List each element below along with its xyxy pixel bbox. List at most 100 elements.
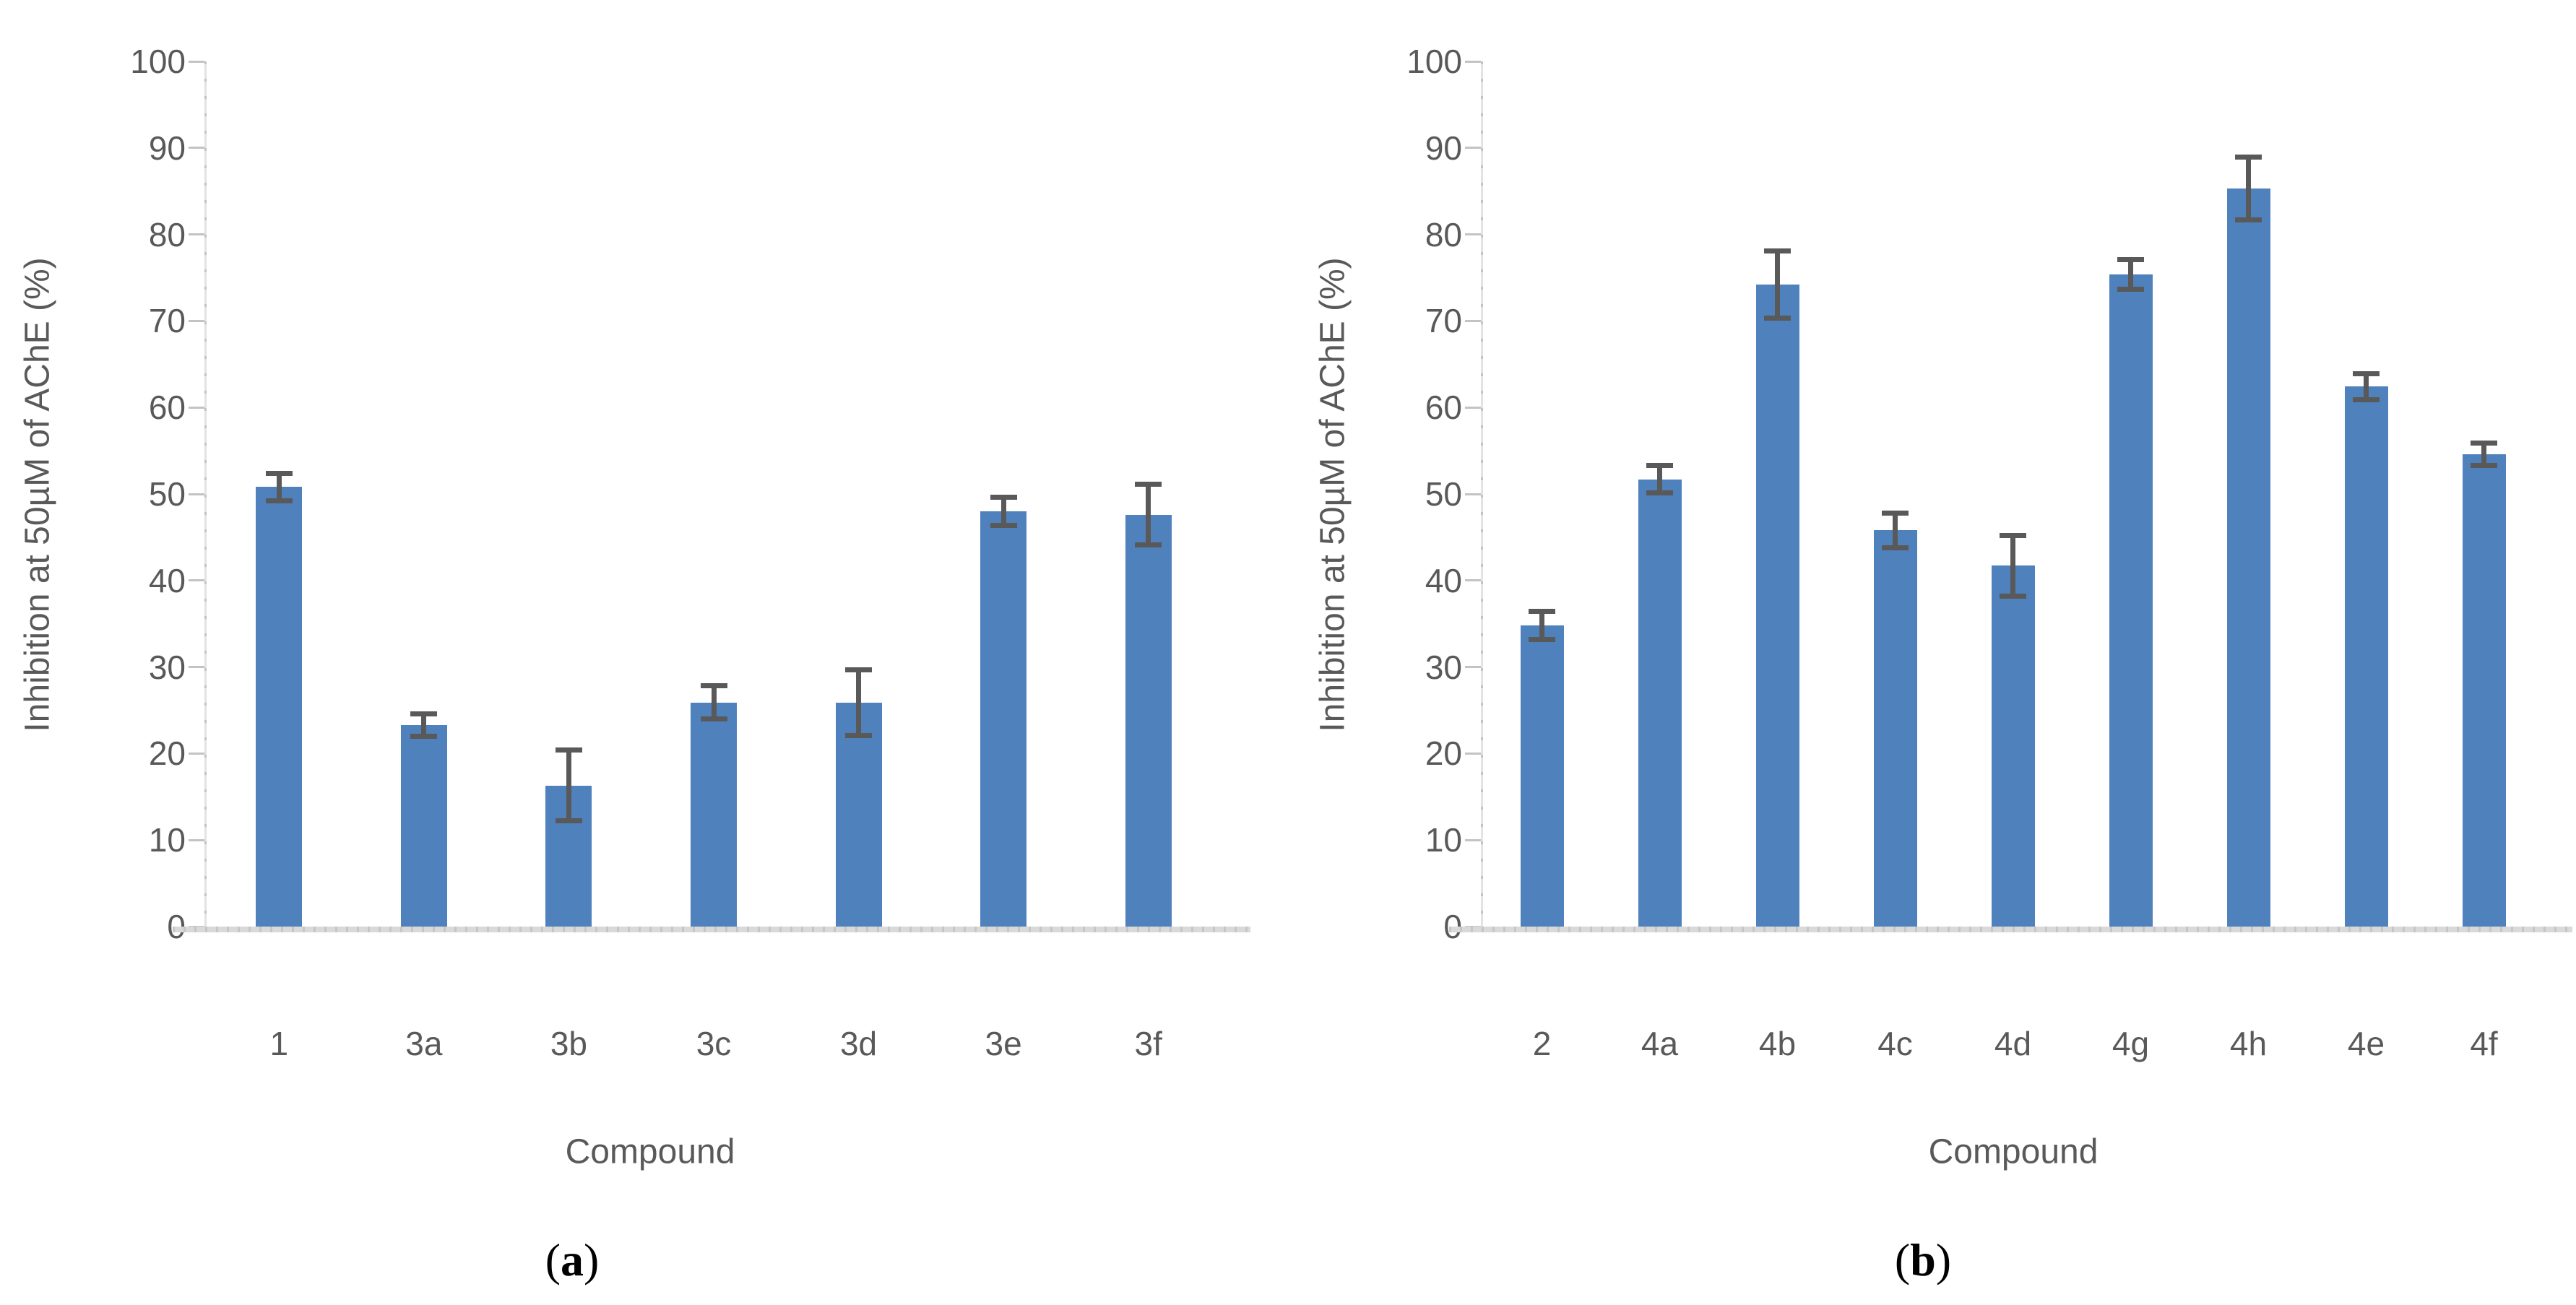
caption-letter: a: [561, 1234, 584, 1286]
error-bar-cap-bottom: [1764, 316, 1791, 321]
error-bar-cap-bottom: [990, 522, 1017, 528]
panel-caption: (a): [545, 1234, 600, 1287]
bar: [691, 702, 737, 927]
y-tick-label: 0: [70, 907, 186, 946]
error-bar-cap-bottom: [265, 498, 293, 504]
y-tick-mark: [189, 406, 204, 409]
y-tick-label: 60: [148, 389, 186, 427]
y-tick-label: 10: [148, 821, 186, 859]
error-bar-cap-bottom: [2471, 462, 2497, 468]
x-tick-label: 3b: [550, 1025, 588, 1062]
caption-paren-close: ): [584, 1234, 600, 1286]
error-bar: [1000, 497, 1006, 526]
error-bar-cap-bottom: [700, 716, 727, 721]
y-tick-mark: [189, 147, 204, 149]
error-bar-cap-bottom: [1529, 636, 1555, 642]
error-bar: [2128, 259, 2133, 290]
y-tick-label: 20: [148, 734, 186, 773]
x-tick-label: 4e: [2347, 1025, 2385, 1062]
x-tick-label: 4g: [2112, 1025, 2150, 1062]
error-bar-cap-top: [1882, 510, 1909, 516]
y-axis-title: Inhibition at 50µM of AChE (%): [18, 257, 57, 732]
error-bar-cap-top: [410, 711, 438, 716]
error-bar-cap-top: [2117, 256, 2144, 262]
error-bar-cap-bottom: [2117, 286, 2144, 292]
bar: [2344, 386, 2388, 927]
y-tick-mark: [1465, 752, 1481, 755]
error-bar-cap-top: [2471, 440, 2497, 446]
caption-paren-open: (: [545, 1234, 561, 1286]
x-tick-label: 3e: [985, 1025, 1022, 1062]
error-bar-cap-top: [1135, 482, 1162, 487]
y-tick-mark: [1465, 319, 1481, 322]
y-tick-mark: [189, 838, 204, 841]
error-bar-cap-top: [2000, 533, 2026, 538]
x-tick-label: 4a: [1641, 1025, 1679, 1062]
y-tick-mark: [189, 319, 204, 322]
bar: [1755, 285, 1799, 927]
bar: [1991, 565, 2035, 927]
bar: [1520, 625, 1564, 927]
x-tick-label: 4c: [1877, 1025, 1913, 1062]
y-tick-label: 50: [148, 475, 186, 513]
error-bar-cap-top: [1764, 248, 1791, 253]
y-tick-mark: [1465, 60, 1481, 63]
x-tick-label: 4b: [1758, 1025, 1797, 1062]
bar: [2226, 188, 2270, 927]
y-tick-label: 30: [148, 648, 186, 686]
error-bar: [566, 750, 571, 821]
error-bar-cap-bottom: [1882, 545, 1909, 550]
y-tick-label: 50: [1425, 475, 1462, 513]
error-bar: [1146, 484, 1151, 545]
x-tick-label: 2: [1532, 1025, 1552, 1062]
y-axis-line: [204, 61, 207, 927]
bar: [1873, 530, 1917, 927]
bar: [1638, 479, 1682, 927]
y-tick-mark: [189, 752, 204, 755]
error-bar: [421, 714, 427, 737]
error-bar-cap-top: [1646, 462, 1673, 468]
bar: [980, 511, 1027, 927]
y-tick-mark: [189, 579, 204, 582]
x-tick-label: 4d: [1994, 1025, 2032, 1062]
error-bar-cap-top: [2353, 370, 2380, 376]
y-axis-line: [1481, 61, 1483, 927]
error-bar-cap-top: [1529, 609, 1555, 615]
y-tick-label: 30: [1425, 648, 1462, 686]
x-tick-label: 3d: [839, 1025, 878, 1062]
x-axis-title: Compound: [565, 1132, 735, 1171]
error-bar-cap-bottom: [410, 733, 438, 739]
error-bar: [711, 685, 717, 719]
error-bar-cap-top: [990, 495, 1017, 500]
y-tick-label: 20: [1425, 734, 1462, 773]
error-bar: [2481, 443, 2486, 466]
x-tick-label: 3f: [1134, 1025, 1162, 1062]
error-bar-cap-top: [555, 747, 582, 753]
x-axis-title: Compound: [1928, 1132, 2099, 1171]
bar: [256, 487, 303, 927]
y-tick-label: 60: [1425, 389, 1462, 427]
panel-a: Inhibition at 50µM of AChE (%) 0 10 20 30 40 5…: [18, 43, 1250, 1287]
x-tick-label: 3c: [696, 1025, 732, 1062]
caption-letter: b: [1910, 1234, 1936, 1286]
panel-b: Inhibition at 50µM of AChE (%)0102030405…: [1293, 0, 2576, 1305]
error-bar: [1539, 611, 1544, 640]
error-bar: [276, 473, 282, 501]
error-bar-cap-bottom: [2353, 396, 2380, 402]
error-bar-cap-top: [700, 683, 727, 689]
y-tick-mark: [1465, 406, 1481, 409]
y-tick-label: 40: [148, 561, 186, 599]
bar: [2462, 454, 2506, 927]
y-tick-label: 80: [1425, 215, 1462, 253]
x-tick-label: 4h: [2229, 1025, 2268, 1062]
y-tick-label: 40: [1425, 561, 1462, 599]
caption-paren-open: (: [1894, 1234, 1911, 1286]
y-tick-mark: [1465, 579, 1481, 582]
y-tick-mark: [189, 60, 204, 63]
error-bar-cap-bottom: [1135, 542, 1162, 548]
error-bar-cap-bottom: [2235, 217, 2262, 222]
x-axis-line: [173, 927, 1250, 932]
bar: [1125, 514, 1172, 927]
y-tick-mark: [189, 666, 204, 669]
